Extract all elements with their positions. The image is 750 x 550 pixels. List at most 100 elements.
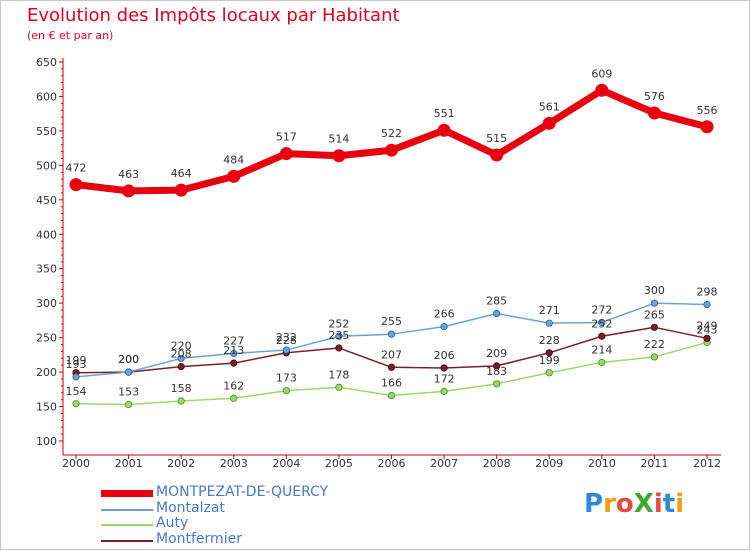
y-tick-label: 650: [36, 56, 57, 69]
data-point: [282, 346, 290, 354]
data-point: [598, 332, 606, 340]
x-tick-label: 2004: [272, 457, 300, 470]
legend-swatch: [101, 524, 153, 526]
y-tick-label: 500: [36, 159, 57, 172]
data-label: 154: [66, 385, 87, 398]
data-label: 561: [539, 100, 560, 113]
data-point: [177, 362, 185, 371]
data-point: [230, 349, 238, 358]
data-label: 213: [223, 344, 244, 357]
x-tick-label: 2008: [483, 457, 511, 470]
data-point: [177, 397, 185, 405]
data-label: 522: [381, 127, 402, 140]
y-tick-label: 200: [36, 366, 57, 379]
data-label: 249: [697, 319, 718, 332]
logo-letter: X: [633, 489, 654, 519]
x-tick-label: 2007: [430, 457, 458, 470]
data-label-layer: 472 463 464 484 517 514 522 551 515 561 609 576 556 1…: [66, 67, 718, 398]
data-label: 515: [486, 132, 507, 145]
data-label: 235: [328, 329, 349, 342]
data-label: 252: [328, 317, 349, 330]
y-tick-label: 550: [36, 125, 57, 138]
y-tick-label: 450: [36, 194, 57, 207]
data-point: [230, 394, 238, 402]
data-label: 266: [434, 308, 455, 321]
data-point: [230, 359, 238, 367]
y-tick-label: 400: [36, 228, 57, 241]
data-label: 222: [644, 338, 665, 351]
data-point: [650, 353, 659, 361]
data-label: 517: [276, 131, 297, 144]
data-point: [72, 373, 80, 381]
chart-subtitle: (en € et par an): [27, 29, 114, 42]
data-point: [650, 323, 659, 331]
data-label: 232: [276, 331, 297, 344]
data-label: 200: [118, 353, 139, 366]
y-tick-label: 350: [36, 263, 57, 276]
x-tick-label: 2006: [378, 457, 406, 470]
data-label: 228: [539, 334, 560, 347]
data-label: 209: [486, 347, 507, 360]
data-point: [493, 362, 501, 370]
data-point: [124, 368, 133, 376]
data-label: 207: [381, 348, 402, 361]
data-point: [440, 364, 448, 372]
data-point: [490, 148, 504, 162]
data-point: [545, 319, 553, 327]
x-tick-label: 2005: [325, 457, 353, 470]
data-point: [122, 184, 136, 198]
series-layer: [69, 83, 714, 409]
data-label: 272: [591, 303, 612, 316]
data-label: 576: [644, 90, 665, 103]
legend-label: Montfermier: [156, 530, 242, 547]
chart-title: Evolution des Impôts locaux par Habitant: [27, 5, 400, 26]
data-label: 227: [223, 334, 244, 347]
data-label: 199: [66, 354, 87, 367]
data-label: 271: [539, 304, 560, 317]
data-point: [542, 116, 556, 130]
data-label: 285: [486, 295, 507, 308]
data-point: [227, 169, 241, 183]
data-label: 298: [697, 286, 718, 299]
data-point: [595, 83, 609, 97]
series-3: [72, 338, 711, 409]
data-point: [335, 332, 343, 340]
data-point: [493, 380, 501, 388]
x-tick-label: 2012: [693, 457, 721, 470]
data-point: [335, 344, 343, 352]
data-label: 166: [381, 377, 402, 390]
data-label: 228: [276, 334, 297, 347]
data-point: [279, 147, 293, 161]
logo-letter: t: [662, 489, 676, 519]
data-label: 514: [328, 133, 349, 146]
logo-letter: o: [615, 489, 634, 519]
x-tick-label: 2000: [62, 457, 90, 470]
data-point: [650, 299, 659, 307]
data-label: 472: [66, 162, 87, 175]
data-point: [387, 363, 396, 371]
data-point: [647, 106, 661, 120]
data-label: 193: [66, 358, 87, 371]
data-label: 214: [591, 343, 612, 356]
data-label: 199: [539, 354, 560, 367]
data-label: 158: [171, 382, 192, 395]
y-tick-label: 150: [36, 401, 57, 414]
data-label: 300: [644, 284, 665, 297]
logo-letter: i: [653, 489, 663, 519]
data-point: [174, 183, 188, 197]
series-2: [72, 299, 711, 381]
series-1: [69, 83, 714, 198]
data-label: 220: [171, 339, 192, 352]
data-point: [700, 120, 714, 134]
data-point: [437, 123, 451, 137]
data-label: 609: [591, 67, 612, 80]
data-label: 551: [434, 107, 455, 120]
legend-label: Montalzat: [156, 499, 225, 516]
data-point: [335, 383, 343, 391]
data-label: 173: [276, 372, 297, 385]
logo-letter: i: [675, 489, 685, 519]
data-label: 206: [434, 349, 455, 362]
data-label: 463: [118, 168, 139, 181]
